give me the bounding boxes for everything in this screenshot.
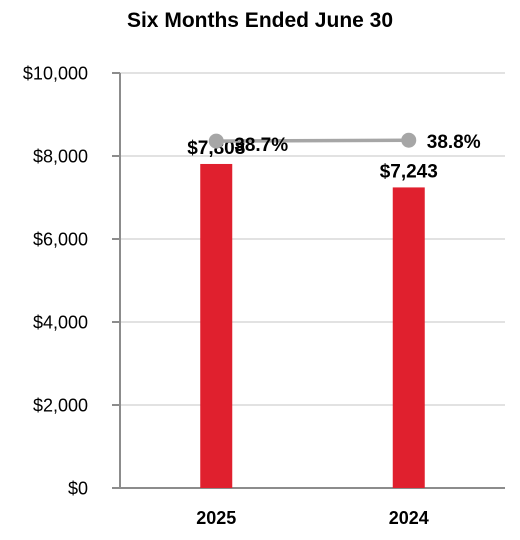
line-data-label: 38.8% xyxy=(427,132,481,153)
y-tick-label: $0 xyxy=(68,479,88,499)
x-tick-label: 2024 xyxy=(389,508,429,528)
y-tick-label: $4,000 xyxy=(33,313,88,333)
line-data-label: 38.7% xyxy=(234,135,288,156)
y-tick-label: $10,000 xyxy=(23,64,88,84)
line-series xyxy=(216,138,409,143)
bar xyxy=(392,187,425,488)
line-point xyxy=(208,133,224,149)
bar-data-label: $7,243 xyxy=(380,161,438,182)
bar xyxy=(200,163,233,488)
y-tick-label: $6,000 xyxy=(33,230,88,250)
chart-title: Six Months Ended June 30 xyxy=(126,9,394,32)
line-point xyxy=(401,132,417,148)
y-tick-label: $8,000 xyxy=(33,147,88,167)
x-tick-label: 2025 xyxy=(196,508,236,528)
y-tick-label: $2,000 xyxy=(33,396,88,416)
